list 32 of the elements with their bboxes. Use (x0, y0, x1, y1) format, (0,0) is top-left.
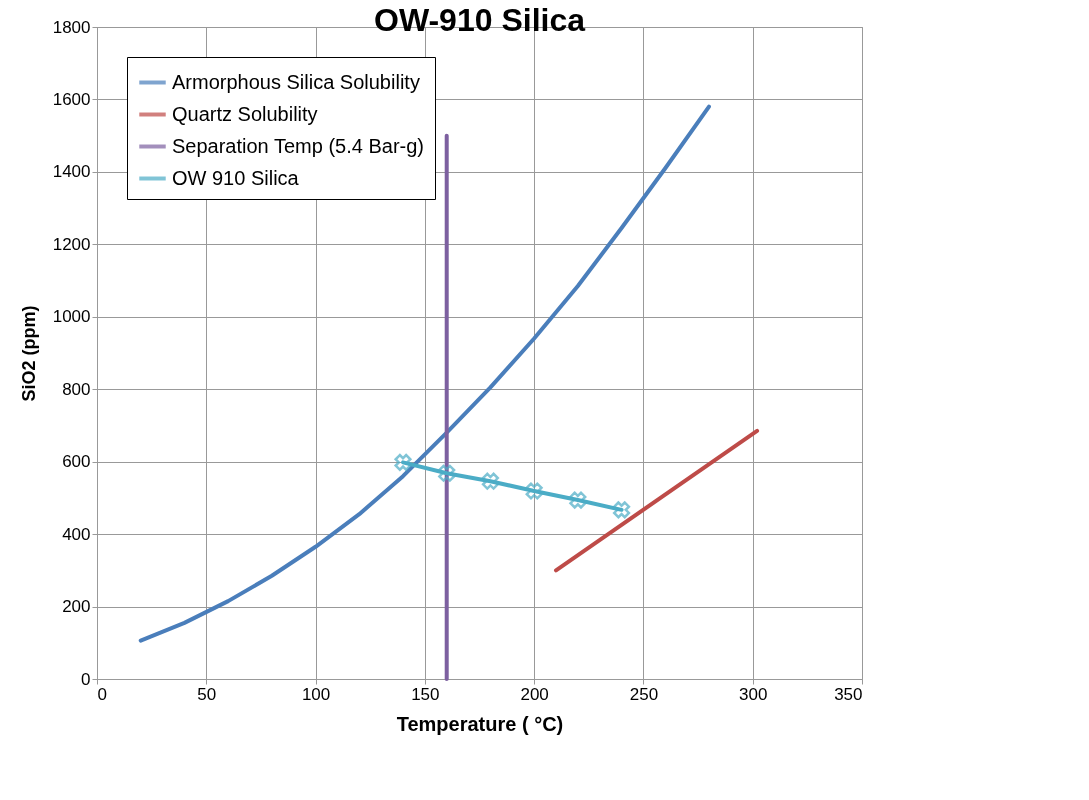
x-tick-label: 200 (520, 684, 549, 704)
y-tick-label: 1000 (52, 307, 91, 327)
y-tick-label: 1400 (52, 162, 91, 182)
x-tick-label: 150 (411, 684, 440, 704)
x-tick-label: 50 (197, 684, 217, 704)
x-tick-label: 0 (97, 684, 107, 704)
x-tick-label: 300 (739, 684, 768, 704)
y-tick-label: 400 (62, 524, 91, 544)
y-tick-label: 800 (62, 379, 91, 399)
y-tick-label: 0 (81, 669, 91, 689)
point (481, 472, 500, 490)
x-tick-label: 350 (834, 684, 863, 704)
y-tick-label: 1800 (52, 17, 91, 37)
x-tick-label: 100 (301, 684, 331, 704)
y-axis-title: SiO2 (ppm) (18, 305, 39, 402)
x-tick-label: 250 (629, 684, 659, 704)
y-tick-label: 600 (62, 452, 91, 472)
point (525, 482, 543, 500)
legend-label: OW 910 Silica (172, 166, 300, 189)
point (569, 491, 587, 509)
x-axis-title: Temperature ( °C) (396, 712, 564, 735)
y-tick-label: 200 (62, 597, 91, 617)
chart-title: OW-910 Silica (374, 2, 586, 38)
legend-label: Armorphous Silica Solubility (172, 70, 420, 93)
y-tick-label: 1600 (52, 89, 91, 109)
y-tick-label: 1200 (52, 234, 91, 254)
point (394, 453, 412, 471)
point (438, 464, 456, 482)
legend-label: Separation Temp (5.4 Bar-g) (172, 134, 424, 157)
line-series (138, 104, 711, 643)
legend-label: Quartz Solubility (172, 102, 318, 125)
point (612, 501, 631, 519)
